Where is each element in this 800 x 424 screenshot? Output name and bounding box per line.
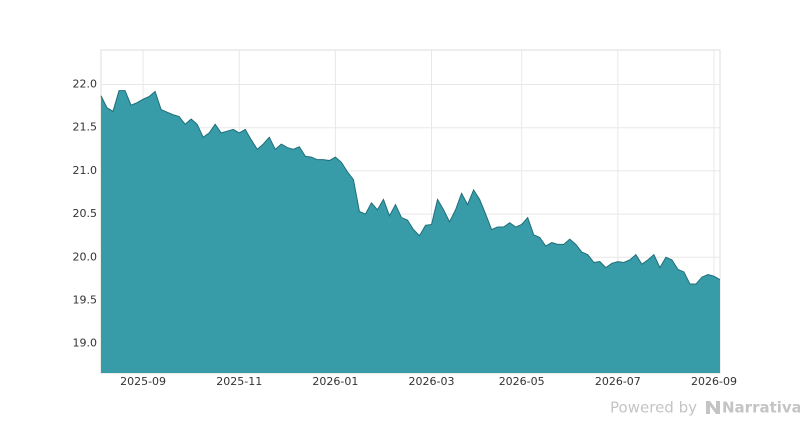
powered-by: Powered by <box>610 399 697 417</box>
x-tick-label: 2025-11 <box>216 375 262 388</box>
y-tick-label: 19.5 <box>73 293 98 306</box>
x-tick-label: 2026-07 <box>595 375 641 388</box>
x-tick-label: 2026-09 <box>691 375 737 388</box>
y-tick-label: 20.0 <box>73 250 98 263</box>
marks <box>100 90 721 373</box>
y-tick-label: 22.0 <box>73 78 98 91</box>
y-tick-label: 19.0 <box>73 337 98 350</box>
labels: 19.0 19.5 20.0 20.5 21.0 21.5 22.0 2025-09 2025-… <box>73 78 737 388</box>
x-tick-label: 2026-03 <box>409 375 455 388</box>
x-tick-label: 2026-01 <box>312 375 358 388</box>
area-line <box>100 90 721 285</box>
brand-name: Narrativa <box>722 399 800 417</box>
x-tick-label: 2026-05 <box>499 375 545 388</box>
y-tick-label: 21.5 <box>73 121 98 134</box>
y-tick-label: 21.0 <box>73 164 98 177</box>
brand-logo <box>706 401 720 414</box>
x-tick-label: 2025-09 <box>120 375 166 388</box>
area <box>101 90 720 373</box>
y-tick-label: 20.5 <box>73 207 98 220</box>
